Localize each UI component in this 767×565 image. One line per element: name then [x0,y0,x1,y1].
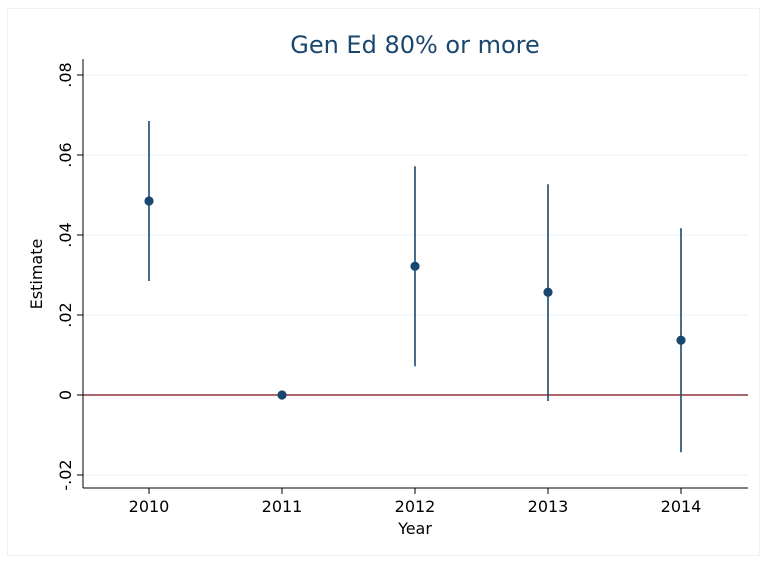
estimate-point [676,335,686,345]
estimate-point [277,390,287,400]
chart-title: Gen Ed 80% or more [290,31,540,59]
x-tick-label: 2013 [528,497,569,516]
y-axis-label: Estimate [27,239,46,310]
y-tick-label: 0 [56,390,75,400]
outer-frame [7,8,760,556]
x-tick-label: 2011 [262,497,303,516]
x-axis-label: Year [397,519,432,538]
y-tick-label: .08 [56,62,75,87]
x-tick-label: 2012 [395,497,436,516]
y-tick-label: .02 [56,302,75,327]
x-tick-label: 2014 [661,497,702,516]
y-tick-label: -.02 [56,459,75,490]
y-axis-ticks: -.02 0 .02 .04 .06 .08 [56,62,83,491]
x-tick-label: 2010 [129,497,170,516]
x-axis-ticks: 2010 2011 2012 2013 2014 [129,488,702,516]
point-estimates [144,196,686,400]
y-tick-label: .04 [56,222,75,247]
y-tick-label: .06 [56,142,75,167]
estimate-point [144,196,154,206]
estimate-point [543,287,553,297]
estimate-point [410,261,420,271]
